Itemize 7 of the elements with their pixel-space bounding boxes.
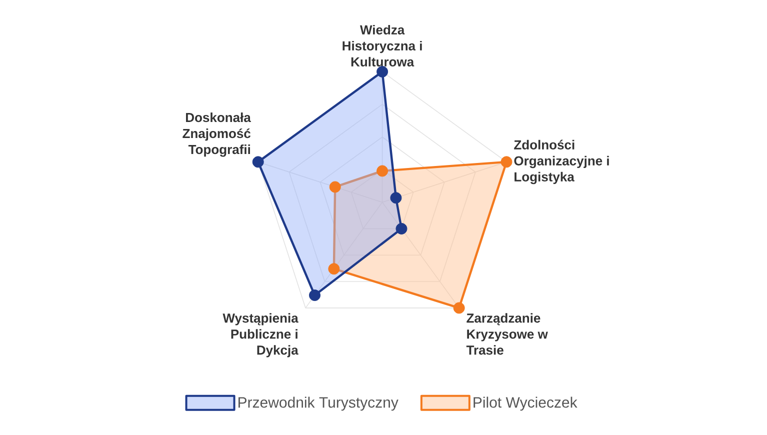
legend-label: Pilot Wycieczek bbox=[474, 396, 578, 411]
spoke-label: Doskonała Znajomość Topografii bbox=[182, 112, 251, 157]
legend-label: Przewodnik Turystyczny bbox=[238, 396, 398, 411]
spoke-label: Zdolności Organizacyjne i Logistyka bbox=[514, 140, 609, 184]
spoke-label: Zarządzanie Kryzysowe w Trasie bbox=[466, 313, 548, 355]
spoke-label: Wiedza Historyczna i Kulturowa bbox=[342, 24, 422, 66]
spoke-label: Wystąpienia Publiczne i Dykcja bbox=[222, 313, 298, 358]
